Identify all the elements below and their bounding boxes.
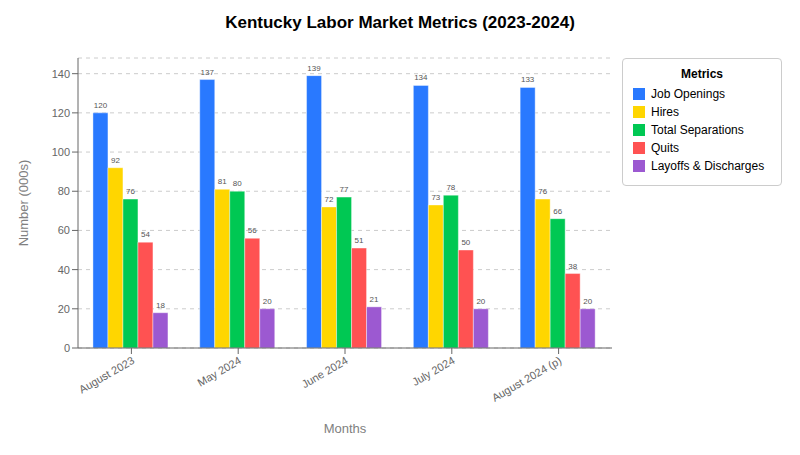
svg-text:August 2024 (p): August 2024 (p) xyxy=(490,354,564,404)
svg-text:0: 0 xyxy=(64,342,70,354)
svg-text:120: 120 xyxy=(52,107,70,119)
svg-text:80: 80 xyxy=(233,179,242,188)
svg-text:77: 77 xyxy=(340,185,349,194)
svg-text:92: 92 xyxy=(111,156,120,165)
html-text:Layoffs & Discharges: Layoffs & Discharges xyxy=(651,159,765,173)
svg-text:18: 18 xyxy=(156,301,165,310)
svg-text:Months: Months xyxy=(324,421,367,436)
svg-text:38: 38 xyxy=(568,262,577,271)
svg-text:51: 51 xyxy=(355,236,364,245)
svg-text:139: 139 xyxy=(307,64,321,73)
html-text:Job Openings: Job Openings xyxy=(651,87,726,101)
svg-text:August 2023: August 2023 xyxy=(77,354,137,395)
svg-text:80: 80 xyxy=(58,185,70,197)
svg-text:78: 78 xyxy=(446,183,455,192)
svg-text:76: 76 xyxy=(538,187,547,196)
svg-text:60: 60 xyxy=(58,224,70,236)
svg-text:137: 137 xyxy=(201,68,215,77)
svg-text:56: 56 xyxy=(248,226,257,235)
svg-text:66: 66 xyxy=(553,207,562,216)
svg-text:54: 54 xyxy=(141,230,150,239)
svg-text:81: 81 xyxy=(218,177,227,186)
svg-text:140: 140 xyxy=(52,68,70,80)
svg-text:20: 20 xyxy=(58,303,70,315)
svg-text:50: 50 xyxy=(461,238,470,247)
svg-text:20: 20 xyxy=(583,297,592,306)
svg-text:May 2024: May 2024 xyxy=(195,354,243,389)
svg-text:76: 76 xyxy=(126,187,135,196)
svg-text:73: 73 xyxy=(431,193,440,202)
html-text:Quits: Quits xyxy=(651,141,679,155)
svg-text:June 2024: June 2024 xyxy=(299,354,350,390)
svg-text:120: 120 xyxy=(94,101,108,110)
svg-text:20: 20 xyxy=(476,297,485,306)
svg-text:134: 134 xyxy=(414,73,428,82)
svg-text:21: 21 xyxy=(370,295,379,304)
html-text:Hires: Hires xyxy=(651,105,679,119)
svg-text:100: 100 xyxy=(52,146,70,158)
svg-text:Number (000s): Number (000s) xyxy=(16,160,31,247)
svg-text:133: 133 xyxy=(521,75,535,84)
svg-text:July 2024: July 2024 xyxy=(410,354,457,388)
html-text:Kentucky Labor Market Metrics: Kentucky Labor Market Metrics (2023-2024… xyxy=(225,13,575,32)
html-text:Total Separations: Total Separations xyxy=(651,123,744,137)
svg-text:40: 40 xyxy=(58,264,70,276)
svg-text:20: 20 xyxy=(263,297,272,306)
svg-text:72: 72 xyxy=(325,195,334,204)
html-text:Metrics: Metrics xyxy=(681,67,723,81)
